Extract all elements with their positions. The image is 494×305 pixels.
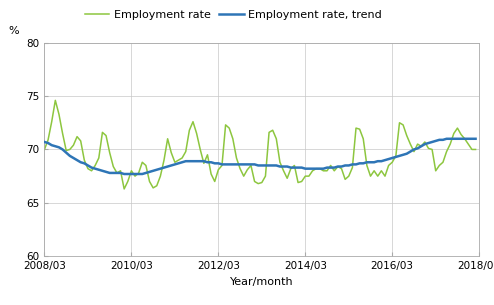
Employment rate <box>288 167 294 170</box>
Employment rate, trend <box>136 172 142 176</box>
Line: Employment rate: Employment rate <box>44 100 476 189</box>
Employment rate, trend <box>465 137 471 141</box>
Employment rate <box>465 142 471 146</box>
Employment rate, trend <box>41 140 47 144</box>
Employment rate, trend <box>444 137 450 141</box>
Employment rate, trend <box>386 157 392 161</box>
Employment rate, trend <box>284 165 290 168</box>
Employment rate <box>121 187 127 191</box>
Employment rate, trend <box>342 163 348 167</box>
X-axis label: Year/month: Year/month <box>230 277 293 287</box>
Employment rate <box>41 148 47 151</box>
Employment rate <box>165 137 170 141</box>
Legend: Employment rate, Employment rate, trend: Employment rate, Employment rate, trend <box>85 10 382 20</box>
Employment rate <box>346 174 352 178</box>
Employment rate, trend <box>121 172 127 176</box>
Employment rate <box>473 148 479 151</box>
Y-axis label: %: % <box>9 26 19 36</box>
Employment rate <box>139 160 145 164</box>
Employment rate <box>389 160 395 164</box>
Employment rate <box>52 99 58 102</box>
Employment rate, trend <box>161 166 167 170</box>
Employment rate, trend <box>473 137 479 141</box>
Line: Employment rate, trend: Employment rate, trend <box>44 139 476 174</box>
